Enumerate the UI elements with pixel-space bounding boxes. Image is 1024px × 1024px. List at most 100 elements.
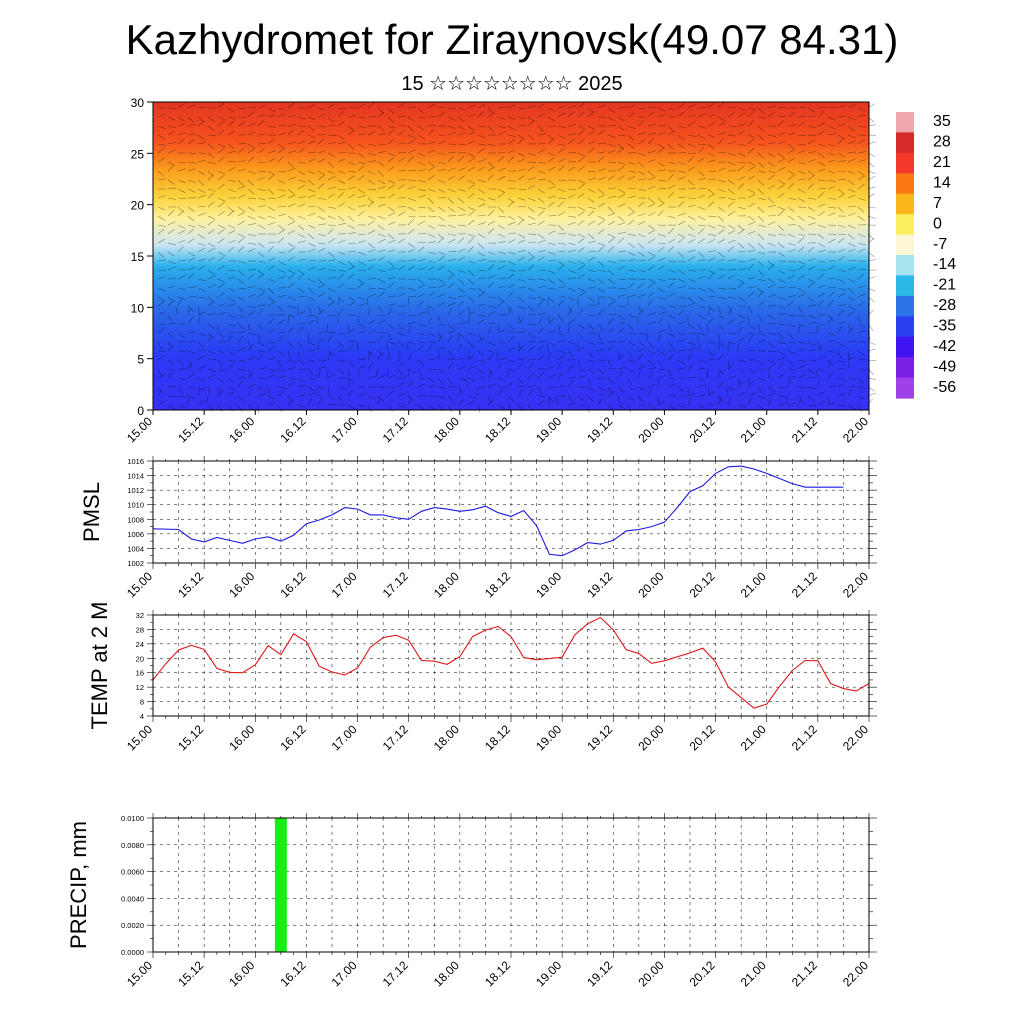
y-tick-label: 0.0080 bbox=[121, 841, 144, 850]
grid-lines bbox=[153, 614, 869, 717]
colorbar-swatch bbox=[896, 132, 914, 154]
precip-bar bbox=[274, 818, 287, 952]
x-tick-label: 21.12 bbox=[789, 414, 820, 445]
minor-ticks bbox=[147, 813, 877, 958]
y-tick-label: 24 bbox=[136, 640, 144, 649]
x-tick-label: 17.00 bbox=[329, 569, 360, 600]
temperature-field bbox=[153, 102, 869, 410]
y-tick-label: 10 bbox=[131, 301, 145, 315]
x-tick-label: 20.00 bbox=[635, 414, 666, 445]
x-tick-label: 17.12 bbox=[380, 958, 411, 989]
x-tick-label: 17.00 bbox=[329, 958, 360, 989]
x-tick-label: 20.12 bbox=[687, 569, 718, 600]
x-tick-label: 20.00 bbox=[635, 958, 666, 989]
colorbar-label: 0 bbox=[933, 215, 942, 232]
chart-subtitle: 15 ☆☆☆☆☆☆☆☆ 2025 bbox=[401, 73, 623, 95]
x-tick-label: 21.00 bbox=[738, 569, 769, 600]
colorbar-label: -35 bbox=[933, 318, 956, 335]
colorbar-label: -56 bbox=[933, 379, 956, 396]
y-axis-label: PRECIP, mm bbox=[66, 821, 91, 949]
colorbar-swatch bbox=[896, 112, 914, 133]
colorbar-swatch bbox=[896, 152, 914, 174]
x-tick-label: 21.00 bbox=[738, 414, 769, 445]
colorbar-label: -42 bbox=[933, 338, 956, 355]
y-tick-label: 30 bbox=[131, 96, 145, 110]
x-tick-label: 15.00 bbox=[124, 414, 155, 445]
y-tick-label: 1008 bbox=[127, 515, 144, 524]
x-tick-label: 15.12 bbox=[175, 414, 206, 445]
x-tick-label: 15.00 bbox=[124, 722, 155, 753]
x-tick-label: 16.00 bbox=[226, 569, 257, 600]
x-tick-label: 15.12 bbox=[175, 722, 206, 753]
colorbar-label: 21 bbox=[933, 154, 951, 171]
x-tick-label: 16.00 bbox=[226, 722, 257, 753]
colorbar-swatch bbox=[896, 234, 914, 256]
x-tick-label: 17.00 bbox=[329, 722, 360, 753]
x-tick-label: 18.12 bbox=[482, 958, 513, 989]
y-tick-label: 28 bbox=[136, 625, 144, 634]
x-tick-label: 16.12 bbox=[277, 722, 308, 753]
y-tick-label: 1014 bbox=[127, 472, 144, 481]
y-tick-label: 0.0020 bbox=[121, 921, 144, 930]
x-tick-label: 15.12 bbox=[175, 569, 206, 600]
colorbar-swatch bbox=[896, 377, 914, 399]
x-tick-label: 16.12 bbox=[277, 958, 308, 989]
x-tick-label: 18.00 bbox=[431, 569, 462, 600]
x-tick-label: 20.00 bbox=[635, 569, 666, 600]
x-tick-label: 22.00 bbox=[840, 958, 871, 989]
x-tick-label: 18.00 bbox=[431, 414, 462, 445]
wind-barbs bbox=[157, 102, 877, 414]
x-tick-label: 15.00 bbox=[124, 569, 155, 600]
x-tick-label: 20.12 bbox=[687, 414, 718, 445]
colorbar-label: -7 bbox=[933, 236, 947, 253]
y-tick-label: 1006 bbox=[127, 530, 144, 539]
plot-frame bbox=[152, 817, 870, 953]
x-tick-label: 19.00 bbox=[533, 722, 564, 753]
x-tick-label: 19.12 bbox=[584, 569, 615, 600]
x-tick-label: 21.00 bbox=[738, 722, 769, 753]
x-tick-label: 20.00 bbox=[635, 722, 666, 753]
y-tick-label: 20 bbox=[136, 654, 144, 663]
grid-lines bbox=[153, 817, 869, 953]
x-tick-label: 19.00 bbox=[533, 569, 564, 600]
x-tick-label: 17.12 bbox=[380, 414, 411, 445]
colorbar-label: 7 bbox=[933, 195, 942, 212]
data-line bbox=[152, 465, 844, 557]
x-tick-label: 17.00 bbox=[329, 414, 360, 445]
x-tick-label: 16.12 bbox=[277, 569, 308, 600]
colorbar-swatch bbox=[896, 255, 914, 276]
colorbar-label: -14 bbox=[933, 256, 956, 273]
x-tick-label: 19.00 bbox=[533, 414, 564, 445]
minor-ticks bbox=[147, 610, 877, 722]
y-tick-label: 1002 bbox=[127, 559, 144, 568]
x-tick-label: 18.00 bbox=[431, 958, 462, 989]
y-tick-label: 16 bbox=[136, 669, 144, 678]
colorbar-swatch bbox=[896, 336, 914, 358]
colorbar-swatch bbox=[896, 173, 914, 195]
x-tick-label: 15.12 bbox=[175, 958, 206, 989]
grid-lines bbox=[153, 460, 869, 564]
colorbar-swatch bbox=[896, 357, 914, 379]
y-tick-label: 4 bbox=[140, 712, 144, 721]
y-tick-label: 0.0100 bbox=[121, 814, 144, 823]
colorbar: 35 28 21 14 7 0 -7 -14 -21 -28 -35 -42 -49 -56 bbox=[896, 112, 956, 399]
y-tick-label: 12 bbox=[136, 683, 144, 692]
y-tick-label: 1004 bbox=[127, 544, 144, 553]
y-tick-label: 1012 bbox=[127, 486, 144, 495]
colorbar-label: 28 bbox=[933, 134, 951, 151]
y-tick-label: 1010 bbox=[127, 501, 144, 510]
x-tick-label: 20.12 bbox=[687, 958, 718, 989]
plot-frame bbox=[152, 460, 870, 564]
colorbar-swatch bbox=[896, 316, 914, 338]
y-tick-label: 32 bbox=[136, 611, 144, 620]
chart-title: Kazhydromet for Ziraynovsk(49.07 84.31) bbox=[125, 16, 899, 63]
x-tick-label: 19.12 bbox=[584, 958, 615, 989]
data-line bbox=[152, 616, 870, 709]
temperature-panel: 32 28 24 20 16 12 8 415.00 15.12 16.00 16.12 17.00 1… bbox=[87, 602, 877, 753]
x-tick-label: 20.12 bbox=[687, 722, 718, 753]
y-tick-label: 15 bbox=[131, 250, 145, 264]
x-tick-label: 16.00 bbox=[226, 958, 257, 989]
y-tick-label: 0 bbox=[137, 404, 144, 418]
y-axis-label: TEMP at 2 M bbox=[87, 602, 112, 730]
